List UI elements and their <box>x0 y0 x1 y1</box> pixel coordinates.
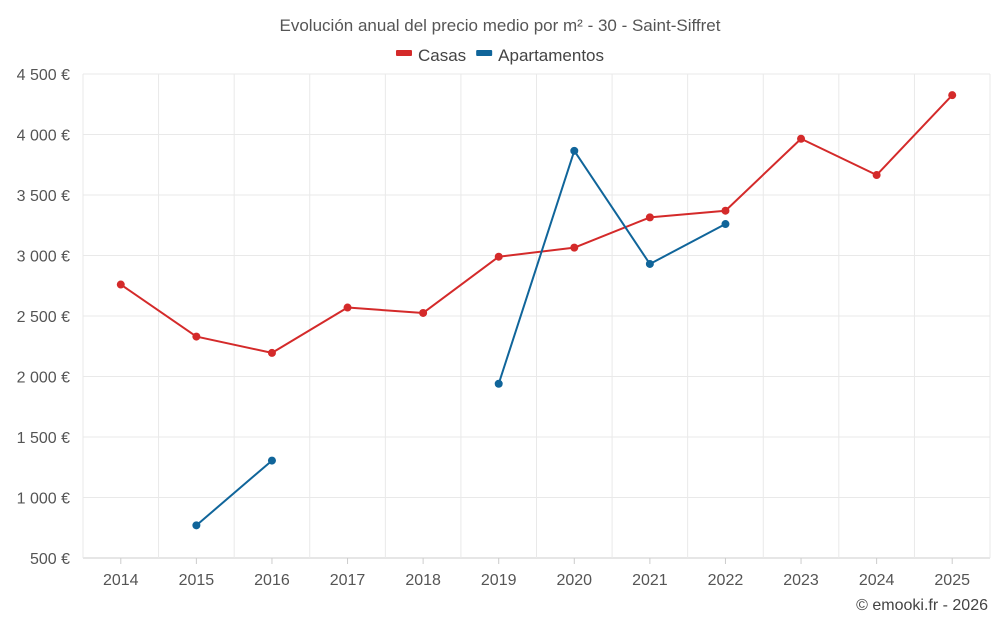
x-tick-label: 2025 <box>934 572 970 589</box>
y-tick-label: 4 000 € <box>17 128 70 145</box>
data-point-apartamentos-2021[interactable] <box>645 259 654 268</box>
data-point-casas-2014[interactable] <box>116 280 125 289</box>
data-point-apartamentos-2015[interactable] <box>192 521 201 530</box>
y-tick-label: 2 500 € <box>17 309 70 326</box>
data-point-casas-2023[interactable] <box>797 134 806 143</box>
x-tick-label: 2023 <box>783 572 819 589</box>
series-group <box>116 91 957 530</box>
x-tick-label: 2014 <box>103 572 139 589</box>
data-point-casas-2024[interactable] <box>872 171 881 180</box>
data-point-apartamentos-2016[interactable] <box>267 456 276 465</box>
x-tick-label: 2018 <box>405 572 441 589</box>
data-point-apartamentos-2022[interactable] <box>721 220 730 229</box>
x-tick-label: 2016 <box>254 572 290 589</box>
x-tick-label: 2020 <box>556 572 592 589</box>
data-point-casas-2016[interactable] <box>267 348 276 357</box>
data-point-casas-2021[interactable] <box>645 213 654 222</box>
y-tick-label: 500 € <box>30 551 70 568</box>
legend-label-casas[interactable]: Casas <box>418 46 466 65</box>
data-point-casas-2019[interactable] <box>494 252 503 261</box>
credit-text: © emooki.fr - 2026 <box>856 597 988 614</box>
data-point-casas-2022[interactable] <box>721 206 730 215</box>
x-tick-label: 2021 <box>632 572 668 589</box>
legend-swatch-apartamentos <box>476 50 493 56</box>
x-tick-label: 2017 <box>330 572 366 589</box>
data-point-casas-2017[interactable] <box>343 303 352 312</box>
legend: Casas Apartamentos <box>395 46 604 65</box>
y-tick-label: 3 500 € <box>17 188 70 205</box>
y-tick-label: 3 000 € <box>17 249 70 266</box>
data-point-apartamentos-2019[interactable] <box>494 379 503 388</box>
y-tick-label: 2 000 € <box>17 370 70 387</box>
y-tick-label: 1 000 € <box>17 491 70 508</box>
series-apartamentos <box>192 146 730 530</box>
legend-swatch-casas <box>395 50 412 56</box>
x-tick-label: 2022 <box>708 572 744 589</box>
data-point-casas-2015[interactable] <box>192 332 201 341</box>
series-casas <box>116 91 957 357</box>
chart-title: Evolución anual del precio medio por m² … <box>280 16 721 35</box>
grid <box>82 73 991 559</box>
y-axis: 500 € 1 000 € 1 500 € 2 000 € 2 500 € 3 000 €… <box>17 67 70 568</box>
y-tick-label: 1 500 € <box>17 430 70 447</box>
x-tick-label: 2019 <box>481 572 517 589</box>
y-tick-label: 4 500 € <box>17 67 70 84</box>
series-line-casas <box>120 94 953 354</box>
series-line-apartamentos <box>497 149 726 385</box>
data-point-casas-2018[interactable] <box>419 308 428 317</box>
data-point-casas-2020[interactable] <box>570 243 579 252</box>
data-point-apartamentos-2020[interactable] <box>570 146 579 155</box>
x-tick-label: 2024 <box>859 572 895 589</box>
data-point-casas-2025[interactable] <box>948 91 957 100</box>
x-tick-label: 2015 <box>179 572 215 589</box>
x-axis: 2014 2015 2016 2017 2018 2019 2020 2021 2022 2023… <box>103 558 970 589</box>
series-line-apartamentos <box>195 459 273 527</box>
legend-label-apartamentos[interactable]: Apartamentos <box>498 46 604 65</box>
